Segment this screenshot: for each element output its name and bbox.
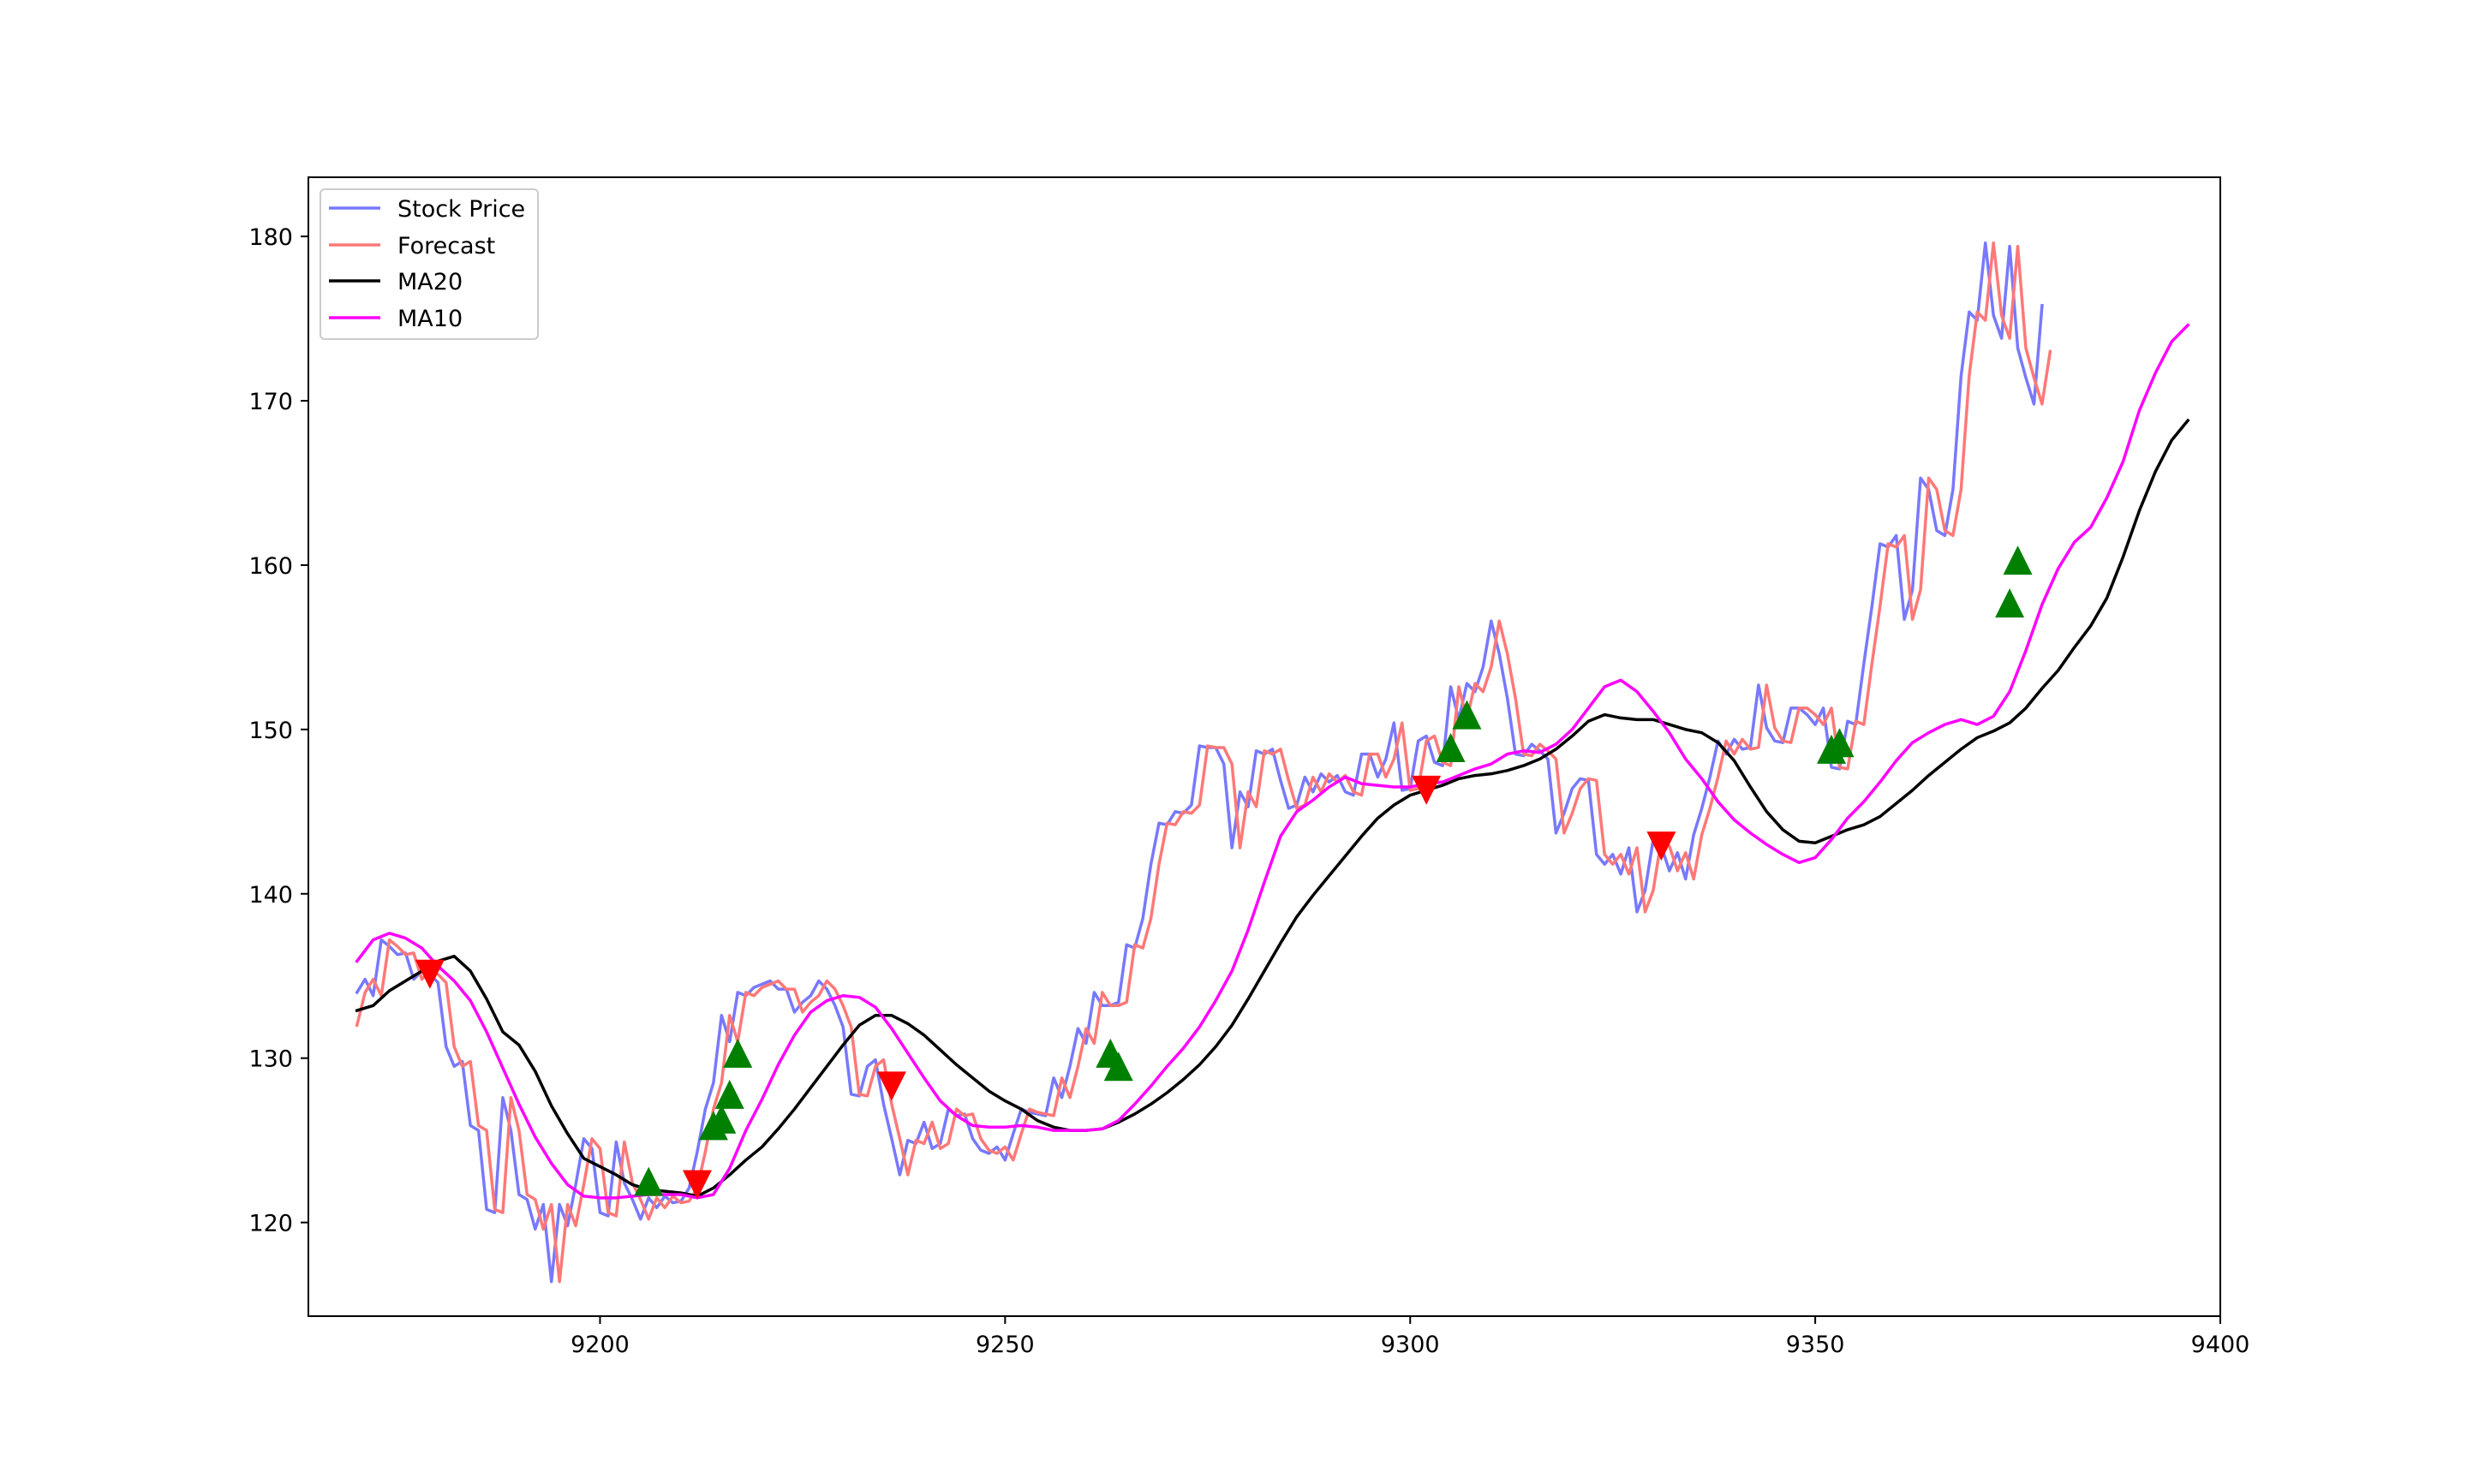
legend-box [320,188,539,340]
buy-marker-12 [2003,545,2033,575]
x-tick-label-9400: 9400 [2191,1332,2250,1358]
series-line-stock-price [355,241,2044,1284]
sell-marker-1 [682,1170,712,1200]
y-tick-label-150: 150 [248,718,293,744]
buy-marker-11 [1995,588,2025,618]
sell-marker-0 [415,959,445,989]
x-tick-label-9350: 9350 [1786,1332,1845,1358]
legend-label-forecast: Forecast [397,233,495,259]
sell-marker-3 [1412,775,1442,805]
legend-label-ma10: MA10 [397,306,463,332]
legend: Stock Price Forecast MA20 MA10 [320,188,539,340]
y-tick-label-120: 120 [248,1211,293,1237]
y-tick-label-160: 160 [248,553,293,580]
buy-marker-4 [723,1038,753,1068]
x-tick-label-9200: 9200 [570,1332,630,1358]
y-axis: 120 130 140 150 160 170 180 [248,224,308,1237]
y-tick-label-130: 130 [248,1046,293,1073]
sell-marker-4 [1646,831,1676,861]
x-axis: 9200 9250 9300 9350 9400 [570,1316,2249,1358]
legend-label-ma20: MA20 [397,269,463,295]
plot-frame [308,176,2221,1317]
buy-marker-3 [714,1079,744,1109]
buy-marker-6 [1103,1052,1133,1082]
sell-marker-2 [876,1071,906,1101]
y-tick-label-140: 140 [248,882,293,909]
y-tick-label-180: 180 [248,224,293,251]
buy-marker-0 [634,1166,664,1196]
buy-marker-2 [707,1104,737,1134]
buy-marker-10 [1825,728,1855,758]
x-tick-label-9300: 9300 [1381,1332,1440,1358]
x-tick-label-9250: 9250 [976,1332,1035,1358]
buy-marker-8 [1452,700,1482,730]
marker-layer [415,545,2033,1200]
series-line-ma20 [355,418,2190,1198]
y-tick-label-170: 170 [248,389,293,415]
legend-label-stock-price: Stock Price [397,196,525,223]
buy-marker-7 [1436,732,1466,762]
